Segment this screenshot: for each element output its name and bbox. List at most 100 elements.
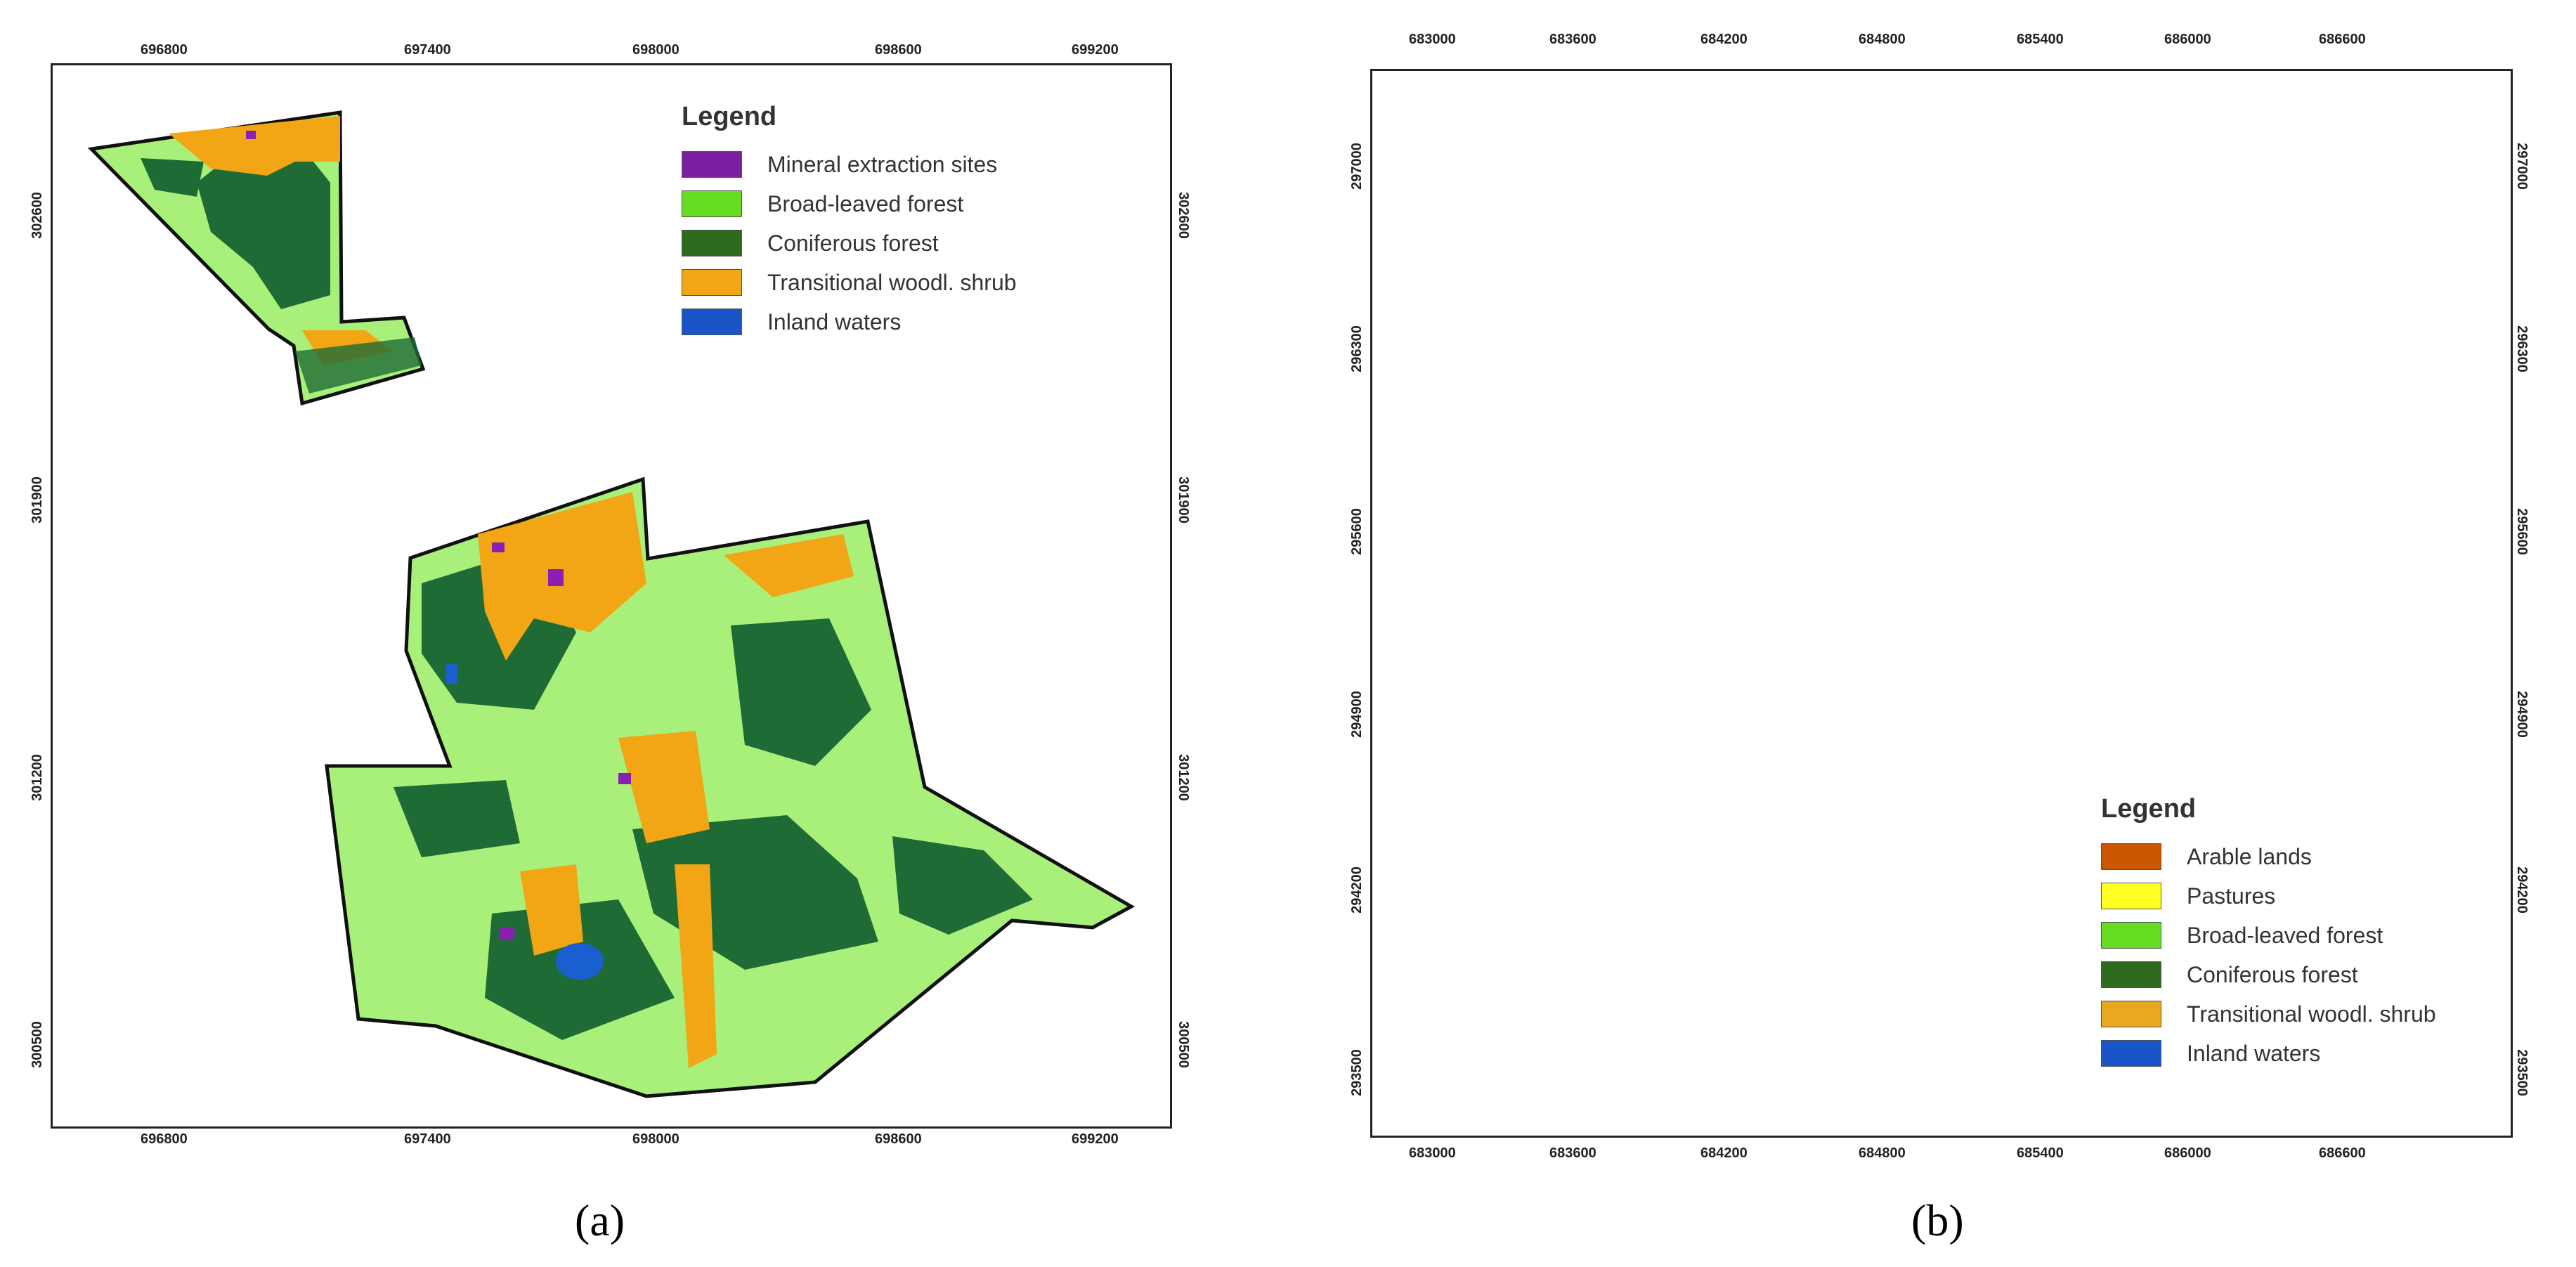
legend-swatch — [2101, 1040, 2161, 1067]
x-tick-label: 696800 — [141, 42, 188, 58]
x-tick-label: 686000 — [2164, 1145, 2211, 1161]
legend-item: Transitional woodl. shrub — [2101, 994, 2436, 1034]
x-tick-label: 698600 — [875, 1131, 922, 1147]
x-tick-label: 686000 — [2164, 32, 2211, 47]
legend-item: Mineral extraction sites — [682, 145, 1017, 184]
y-tick-label: 297000 — [2513, 143, 2530, 190]
map-a-north-conifer — [197, 148, 330, 309]
caption-b: (b) — [1911, 1195, 1964, 1245]
map-a-north-conifer-3 — [295, 337, 422, 394]
caption-a: (a) — [575, 1195, 625, 1245]
x-tick-label: 698000 — [632, 1131, 679, 1147]
legend-swatch — [2101, 883, 2161, 909]
legend-label: Arable lands — [2187, 843, 2312, 869]
y-tick-label: 300500 — [29, 1021, 45, 1068]
legend-item: Coniferous forest — [2101, 955, 2436, 994]
legend-item: Inland waters — [2101, 1034, 2436, 1073]
y-tick-label: 296300 — [1348, 325, 1365, 372]
x-tick-label: 683600 — [1549, 32, 1596, 47]
legend-item: Coniferous forest — [682, 223, 1017, 263]
legend-swatch — [682, 308, 742, 335]
map-a-south-shrub-2 — [724, 534, 854, 597]
map-a-north-shrub — [169, 116, 340, 176]
y-tick-label: 301200 — [29, 754, 45, 801]
legend-title: Legend — [2101, 794, 2197, 824]
y-tick-label: 294200 — [2513, 866, 2530, 914]
legend-label: Coniferous forest — [2187, 961, 2358, 987]
legend-title: Legend — [682, 102, 777, 131]
map-a-south-conifer-3 — [393, 780, 520, 857]
x-tick-label: 686600 — [2319, 1145, 2366, 1161]
legend-swatch — [682, 151, 742, 178]
y-tick-label: 293500 — [1348, 1049, 1365, 1096]
map-a-south-conifer-2 — [731, 618, 871, 766]
y-tick-label: 302600 — [1175, 192, 1191, 239]
x-tick-label: 698000 — [632, 42, 679, 58]
y-tick-label: 294900 — [1348, 691, 1365, 738]
y-tick-label: 294200 — [1348, 866, 1365, 914]
y-tick-label: 296300 — [2513, 325, 2530, 372]
map-a-north-conifer-2 — [141, 158, 204, 197]
y-tick-label: 302600 — [29, 192, 45, 239]
x-tick-label: 683000 — [1409, 32, 1456, 47]
map-a-south-mine-4 — [492, 542, 505, 552]
legend-label: Inland waters — [767, 308, 902, 334]
legend-item: Broad-leaved forest — [682, 184, 1017, 223]
x-tick-label: 686600 — [2319, 32, 2366, 47]
x-tick-label: 684200 — [1700, 32, 1748, 47]
x-tick-label: 684800 — [1859, 32, 1906, 47]
map-a-south-shrub-3 — [618, 731, 710, 843]
map-a-south-shrub-4 — [675, 864, 717, 1068]
x-tick-label: 685400 — [2017, 1145, 2064, 1161]
legend-label: Coniferous forest — [767, 230, 939, 256]
map-a-south-shrub-5 — [520, 864, 583, 956]
x-tick-label: 699200 — [1072, 42, 1119, 58]
y-tick-label: 294900 — [2513, 691, 2530, 738]
map-a-north-mine — [246, 131, 256, 139]
legend-label: Broad-leaved forest — [767, 190, 964, 216]
y-tick-label: 295600 — [2513, 508, 2530, 555]
map-a-water-1 — [556, 943, 604, 980]
map-a-land-cover — [87, 110, 1136, 1098]
x-tick-label: 683600 — [1549, 1145, 1596, 1161]
x-tick-label: 683000 — [1409, 1145, 1456, 1161]
x-tick-label: 684200 — [1700, 1145, 1748, 1161]
legend-label: Transitional woodl. shrub — [767, 269, 1017, 295]
legend-swatch — [682, 230, 742, 256]
y-tick-label: 301200 — [1175, 754, 1191, 801]
y-tick-label: 301900 — [29, 476, 45, 524]
map-a-water-2 — [446, 664, 457, 684]
map-a-south-mine-2 — [499, 928, 514, 940]
legend-b: Legend Arable lands Pastures Broad-leave… — [2101, 794, 2436, 1073]
y-tick-label: 295600 — [1348, 508, 1365, 555]
legend-item: Broad-leaved forest — [2101, 916, 2436, 955]
x-tick-label: 697400 — [404, 1131, 451, 1147]
x-tick-label: 684800 — [1859, 1145, 1906, 1161]
x-tick-label: 697400 — [404, 42, 451, 58]
legend-label: Transitional woodl. shrub — [2187, 1001, 2436, 1027]
legend-a: Legend Mineral extraction sites Broad-le… — [682, 102, 1017, 342]
y-tick-label: 300500 — [1175, 1021, 1191, 1068]
legend-label: Pastures — [2187, 883, 2276, 909]
legend-label: Inland waters — [2187, 1040, 2321, 1066]
legend-item: Arable lands — [2101, 837, 2436, 876]
map-a-south-mine-1 — [548, 569, 564, 586]
y-tick-label: 297000 — [1348, 143, 1365, 190]
x-tick-label: 696800 — [141, 1131, 188, 1147]
x-tick-label: 685400 — [2017, 32, 2064, 47]
legend-label: Mineral extraction sites — [767, 151, 998, 177]
legend-swatch — [682, 190, 742, 217]
x-tick-label: 698600 — [875, 42, 922, 58]
map-panel-b — [1370, 69, 2513, 1138]
map-a-south-conifer-6 — [892, 836, 1033, 935]
legend-label: Broad-leaved forest — [2187, 922, 2383, 948]
legend-item: Inland waters — [682, 302, 1017, 342]
legend-swatch — [2101, 961, 2161, 988]
legend-swatch — [2101, 922, 2161, 949]
y-tick-label: 293500 — [2513, 1049, 2530, 1096]
legend-item: Pastures — [2101, 876, 2436, 916]
legend-item: Transitional woodl. shrub — [682, 263, 1017, 302]
x-tick-label: 699200 — [1072, 1131, 1119, 1147]
legend-swatch — [2101, 843, 2161, 870]
legend-swatch — [2101, 1001, 2161, 1027]
